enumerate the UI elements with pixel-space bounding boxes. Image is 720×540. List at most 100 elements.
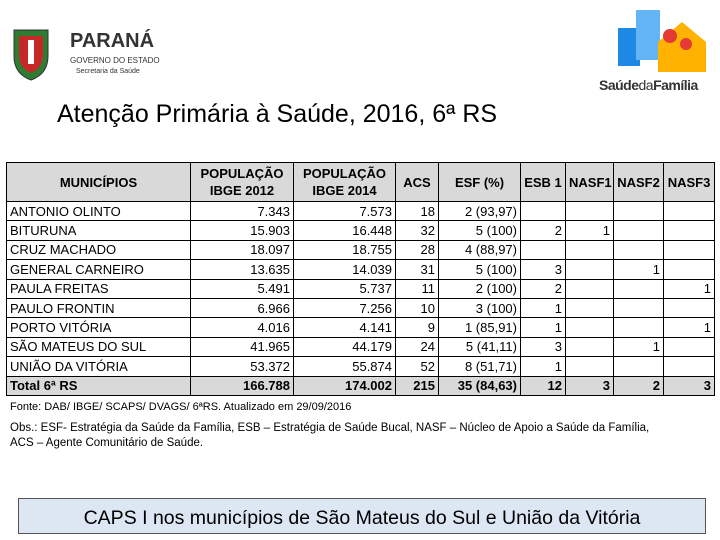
table-cell: [565, 356, 614, 377]
table-cell: [565, 317, 614, 338]
table-cell: 1: [663, 278, 715, 299]
table-cell: ANTONIO OLINTO: [6, 200, 191, 222]
table-cell: 1: [565, 220, 614, 241]
table-cell: 4.141: [293, 317, 396, 338]
table-cell: [663, 259, 715, 280]
table-cell: [565, 200, 614, 222]
table-cell: [565, 297, 614, 319]
table-cell: 166.788: [190, 375, 294, 396]
table-cell: [565, 239, 614, 261]
table-row: BITURUNA 15.903 16.448 32 5 (100) 2 1: [6, 220, 715, 241]
table-cell: [613, 278, 664, 299]
table-cell: 14.039: [293, 259, 396, 280]
table-cell: 3: [565, 375, 614, 396]
table-cell: 32: [395, 220, 439, 241]
table-row: UNIÃO DA VITÓRIA 53.372 55.874 52 8 (51,71) 1: [6, 356, 715, 377]
table-cell: 4.016: [190, 317, 294, 338]
table-cell: 7.256: [293, 297, 396, 319]
table-cell: 2: [520, 278, 566, 299]
table-cell: 1: [520, 297, 566, 319]
table-cell: 10: [395, 297, 439, 319]
logo-part: Família: [653, 77, 698, 93]
table-cell: 31: [395, 259, 439, 280]
notes: Obs.: ESF- Estratégia da Saúde da Famíli…: [10, 422, 650, 449]
table-cell: 1: [520, 356, 566, 377]
table-cell: CRUZ MACHADO: [6, 239, 191, 261]
table-cell: [613, 317, 664, 338]
table-cell: 1 (85,91): [438, 317, 521, 338]
source: Fonte: DAB/ IBGE/ SCAPS/ DVAGS/ 6ªRS. At…: [10, 401, 352, 413]
table-cell: [565, 259, 614, 280]
table-cell: [520, 239, 566, 261]
table-cell: 1: [613, 259, 664, 280]
logo-part: Saúde: [599, 77, 639, 93]
table-cell: 5 (100): [438, 220, 521, 241]
table-cell: NASF2: [613, 162, 664, 202]
table-cell: 2: [520, 220, 566, 241]
table-cell: POPULAÇÃO IBGE 2012: [190, 162, 294, 202]
table-cell: [663, 200, 715, 222]
table-cell: GENERAL CARNEIRO: [6, 259, 191, 280]
table-cell: 12: [520, 375, 566, 396]
table-cell: [663, 356, 715, 377]
table-cell: NASF1: [565, 162, 614, 202]
table-cell: 28: [395, 239, 439, 261]
coat-of-arms: [13, 29, 49, 81]
footer-box: CAPS I nos municípios de São Mateus do S…: [18, 498, 706, 534]
table-row: PAULA FREITAS 5.491 5.737 11 2 (100) 2 1: [6, 278, 715, 299]
table-cell: 2 (93,97): [438, 200, 521, 222]
table-cell: [613, 220, 664, 241]
table-cell: 6.966: [190, 297, 294, 319]
table-cell: UNIÃO DA VITÓRIA: [6, 356, 191, 377]
table-cell: 44.179: [293, 336, 396, 358]
table-cell: BITURUNA: [6, 220, 191, 241]
table-cell: ESB 1: [520, 162, 566, 202]
table-cell: PORTO VITÓRIA: [6, 317, 191, 338]
table-cell: SÃO MATEUS DO SUL: [6, 336, 191, 358]
table-cell: 18.755: [293, 239, 396, 261]
table-cell: 15.903: [190, 220, 294, 241]
logo-line: GOVERNO DO ESTADO: [70, 56, 160, 65]
table-cell: 5.491: [190, 278, 294, 299]
table-cell: 24: [395, 336, 439, 358]
table-cell: PAULO FRONTIN: [6, 297, 191, 319]
table-cell: [613, 200, 664, 222]
table-cell: 16.448: [293, 220, 396, 241]
table-cell: 8 (51,71): [438, 356, 521, 377]
table-row: ANTONIO OLINTO 7.343 7.573 18 2 (93,97): [6, 200, 715, 222]
table-cell: 2: [613, 375, 664, 396]
table-cell: [663, 220, 715, 241]
family-logo: [618, 10, 706, 72]
table-cell: 5 (41,11): [438, 336, 521, 358]
table-cell: [565, 278, 614, 299]
table-cell: Total 6ª RS: [6, 375, 191, 396]
table-cell: 174.002: [293, 375, 396, 396]
table-cell: 215: [395, 375, 439, 396]
table-cell: [613, 239, 664, 261]
table-cell: 11: [395, 278, 439, 299]
table-cell: 2 (100): [438, 278, 521, 299]
table-cell: ACS: [395, 162, 439, 202]
table-row: PORTO VITÓRIA 4.016 4.141 9 1 (85,91) 1 1: [6, 317, 715, 338]
table-cell: 7.573: [293, 200, 396, 222]
table-cell: [613, 297, 664, 319]
table-cell: 4 (88,97): [438, 239, 521, 261]
table-cell: [663, 239, 715, 261]
logo-name: PARANÁ: [70, 30, 155, 52]
table-cell: 18.097: [190, 239, 294, 261]
logo-line: Secretaria da Saúde: [76, 68, 140, 75]
table-cell: 9: [395, 317, 439, 338]
table-row: SÃO MATEUS DO SUL 41.965 44.179 24 5 (41,11)…: [6, 336, 715, 358]
table-cell: 1: [663, 317, 715, 338]
table-cell: 1: [613, 336, 664, 358]
table-cell: 3: [520, 259, 566, 280]
table-row: GENERAL CARNEIRO 13.635 14.039 31 5 (100) 3 1: [6, 259, 715, 280]
table-cell: 3 (100): [438, 297, 521, 319]
table-cell: NASF3: [663, 162, 715, 202]
table-cell: 55.874: [293, 356, 396, 377]
title: Atenção Primária à Saúde, 2016, 6ª RS: [57, 100, 498, 128]
table-row: CRUZ MACHADO 18.097 18.755 28 4 (88,97): [6, 239, 715, 261]
table-cell: 13.635: [190, 259, 294, 280]
table-cell: 35 (84,63): [438, 375, 521, 396]
table-cell: 18: [395, 200, 439, 222]
